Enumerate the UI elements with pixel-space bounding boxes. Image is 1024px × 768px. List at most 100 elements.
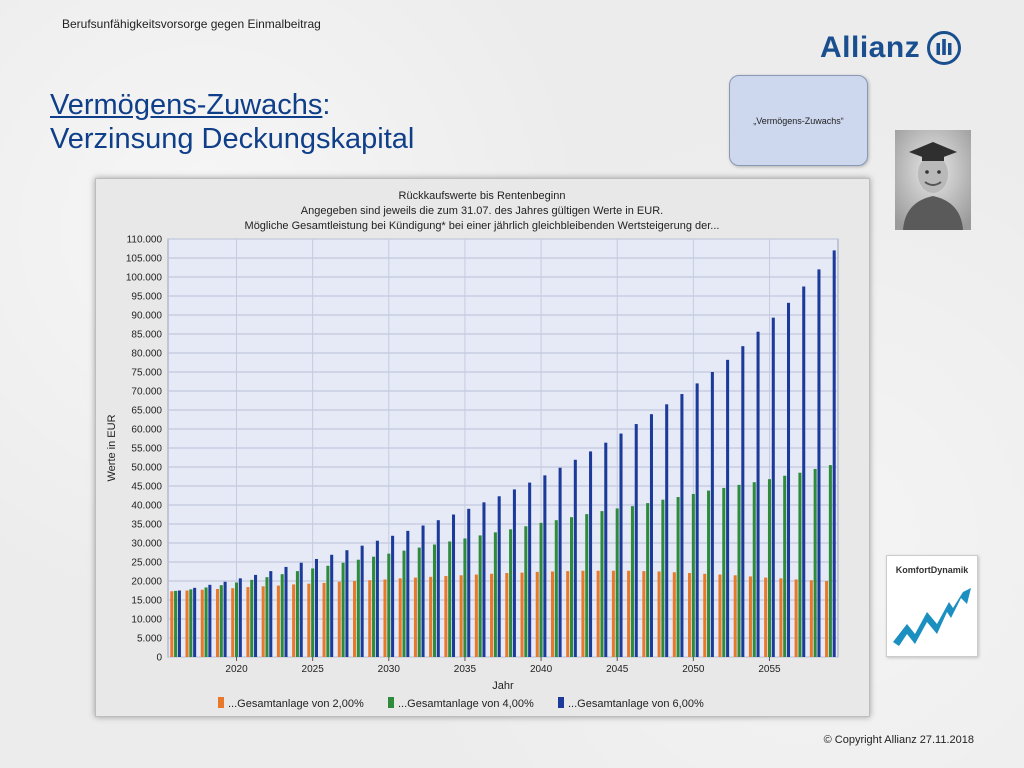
x-tick-label: 2050 (682, 664, 705, 675)
bar (215, 588, 220, 657)
bar (710, 372, 714, 657)
bar (185, 590, 189, 657)
bar (748, 576, 752, 657)
y-tick-label: 100.000 (126, 273, 163, 284)
bar (208, 584, 212, 657)
bar (436, 520, 440, 657)
chart-subtitle-1: Angegeben sind jeweils die zum 31.07. de… (301, 205, 663, 217)
bar (417, 547, 421, 657)
bar (402, 550, 406, 657)
bar (174, 590, 178, 657)
x-tick-label: 2045 (606, 664, 629, 675)
bar (524, 526, 528, 657)
bar (703, 573, 707, 657)
bar (570, 517, 574, 657)
bar (322, 582, 326, 657)
x-tick-label: 2025 (302, 664, 325, 675)
bar (585, 514, 589, 657)
bar (375, 540, 379, 657)
bar (665, 404, 669, 657)
bar (642, 571, 646, 657)
bar (691, 493, 695, 657)
bar (509, 529, 513, 657)
bar (615, 508, 619, 657)
bar (360, 545, 364, 657)
bar (661, 499, 665, 657)
bar (299, 562, 303, 657)
bar (493, 532, 497, 657)
x-axis-label: Jahr (492, 680, 514, 692)
bar (566, 571, 570, 657)
bar (600, 511, 604, 657)
bar (413, 577, 417, 657)
bar (295, 571, 299, 657)
y-tick-label: 80.000 (131, 349, 162, 360)
bar (482, 502, 486, 657)
bar (737, 484, 741, 657)
bar (383, 579, 387, 657)
bar (505, 573, 509, 657)
bar (246, 587, 250, 657)
bar (733, 575, 737, 657)
bar (764, 577, 768, 657)
speech-bubble: „Vermögens-Zuwachs“ (729, 75, 868, 166)
bar (459, 575, 463, 657)
bar (265, 577, 269, 657)
bar (630, 506, 634, 657)
bar (497, 496, 501, 657)
y-tick-label: 60.000 (131, 425, 162, 436)
bar (802, 286, 806, 657)
y-tick-label: 90.000 (131, 311, 162, 322)
trend-arrow-icon (893, 588, 971, 646)
bar (326, 565, 330, 657)
graduate-photo-icon (895, 130, 971, 230)
bar (707, 490, 711, 657)
chart-panel: Rückkaufswerte bis Rentenbeginn Angegebe… (95, 178, 870, 717)
bar (550, 571, 555, 657)
bar (817, 269, 821, 657)
y-tick-label: 65.000 (131, 406, 162, 417)
bar (589, 451, 593, 657)
bar (432, 544, 436, 657)
bar (646, 503, 650, 657)
bar (250, 579, 254, 657)
bar (722, 487, 726, 657)
legend-swatch (558, 697, 564, 708)
legend-label: ...Gesamtanlage von 2,00% (228, 698, 364, 710)
bar (573, 459, 577, 657)
slide-topline: Berufsunfähigkeitsvorsorge gegen Einmalb… (62, 17, 321, 31)
bar (311, 568, 315, 657)
bar (448, 541, 452, 657)
y-axis-label: Werte in EUR (106, 414, 118, 481)
bubble-text: „Vermögens-Zuwachs“ (753, 115, 844, 126)
allianz-eagle-icon (927, 31, 962, 65)
bar (368, 580, 372, 657)
bar (783, 475, 787, 657)
bar (276, 585, 280, 657)
bar (292, 584, 296, 657)
chart-title: Rückkaufswerte bis Rentenbeginn (399, 190, 566, 202)
y-tick-label: 0 (156, 653, 162, 664)
y-tick-label: 75.000 (131, 368, 162, 379)
bar (189, 589, 193, 657)
y-tick-label: 20.000 (131, 577, 162, 588)
legend-label: ...Gesamtanlage von 4,00% (398, 698, 534, 710)
bar (490, 573, 494, 657)
bar (356, 559, 360, 657)
x-tick-label: 2055 (758, 664, 781, 675)
bar (825, 581, 829, 657)
bar (170, 591, 174, 657)
bar (539, 522, 543, 657)
y-tick-label: 45.000 (131, 482, 162, 493)
bar (512, 489, 516, 657)
bar (421, 525, 425, 657)
y-tick-label: 25.000 (131, 558, 162, 569)
bar (463, 538, 467, 657)
bar (786, 302, 791, 657)
slide-title: Vermögens-Zuwachs: Verzinsung Deckungska… (50, 88, 414, 156)
title-sub: Verzinsung Deckungskapital (50, 123, 415, 155)
bar (372, 556, 376, 657)
bar (307, 583, 311, 657)
bar (261, 586, 265, 657)
bar (269, 571, 273, 657)
